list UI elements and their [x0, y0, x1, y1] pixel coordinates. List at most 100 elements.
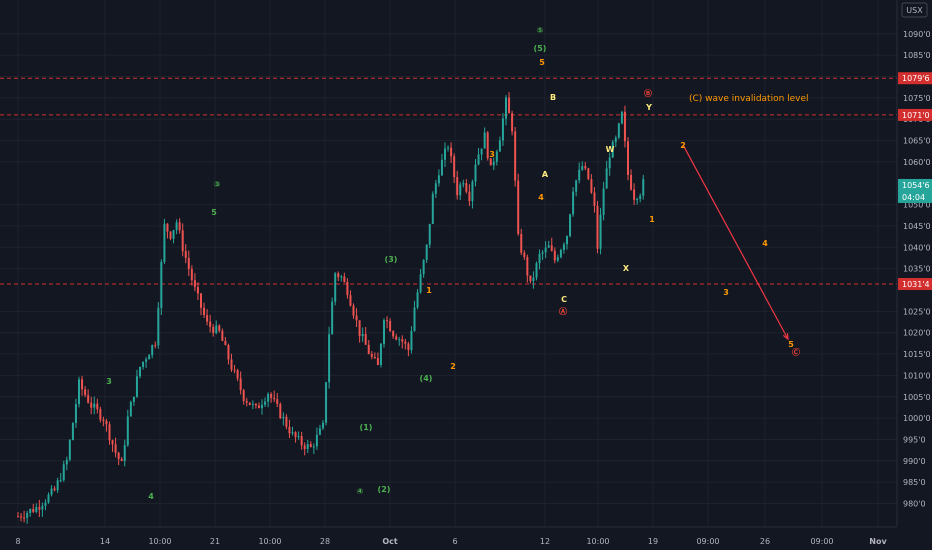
candle-body — [178, 222, 181, 231]
candle-body — [26, 512, 29, 518]
candle-body — [440, 159, 443, 176]
candle — [556, 254, 559, 263]
candle-body — [84, 389, 87, 396]
candle-body — [239, 378, 242, 391]
candle — [20, 513, 23, 522]
candles[interactable] — [17, 92, 645, 524]
level-lines[interactable] — [0, 77, 897, 285]
candle-body — [608, 157, 611, 169]
candle-body — [288, 426, 291, 434]
candle-body — [639, 195, 642, 200]
candle — [386, 316, 389, 329]
candle — [227, 343, 230, 365]
candle-body — [135, 376, 138, 397]
grid-lines — [0, 0, 897, 527]
candle-body — [331, 301, 334, 335]
price-tick-label: 1010'0 — [903, 371, 931, 380]
candle-body — [508, 97, 511, 114]
candle-body — [126, 416, 129, 446]
currency-badge[interactable]: USX — [901, 2, 928, 18]
candle-body — [361, 334, 364, 337]
candle — [154, 341, 157, 349]
candle — [636, 197, 639, 205]
price-axis-background — [897, 0, 932, 550]
candle-body — [453, 156, 456, 178]
candle-body — [175, 222, 178, 231]
candle — [340, 274, 343, 282]
candle — [434, 179, 437, 198]
candle — [444, 142, 446, 167]
candle — [209, 314, 212, 333]
candle-body — [569, 214, 572, 237]
candle-body — [230, 359, 233, 370]
candle-body — [261, 404, 263, 409]
candle — [337, 271, 340, 282]
current-price-countdown: 04:04 — [902, 193, 925, 202]
candle-body — [535, 263, 538, 278]
candle-body — [358, 320, 361, 337]
candle — [193, 273, 196, 292]
candle-body — [254, 403, 257, 406]
candle — [102, 416, 105, 427]
candle — [221, 328, 224, 342]
candle — [419, 268, 422, 294]
candle-body — [620, 111, 623, 124]
wave-label: 1 — [426, 286, 432, 295]
candle — [608, 152, 611, 176]
candle-body — [315, 434, 318, 447]
candle-body — [605, 168, 608, 189]
candle — [148, 353, 151, 360]
candle — [364, 327, 367, 345]
candle — [505, 95, 507, 126]
candle-body — [81, 379, 84, 390]
candle — [596, 200, 599, 254]
candle — [602, 181, 605, 221]
candle-body — [169, 231, 172, 239]
candle — [395, 333, 398, 341]
candle — [32, 503, 35, 514]
candle — [474, 159, 477, 187]
candle-body — [450, 147, 453, 157]
candle — [511, 110, 514, 136]
time-tick-label: 12 — [540, 537, 550, 546]
candle-body — [572, 191, 575, 215]
price-tick-label: 1045'0 — [903, 222, 931, 231]
wave-label: 1 — [649, 215, 655, 224]
candle-body — [337, 273, 340, 278]
wave-label: (5) — [534, 44, 547, 53]
candle — [196, 282, 199, 300]
candle-body — [376, 357, 379, 365]
price-tick-label: 985'0 — [903, 478, 926, 487]
candle — [514, 127, 517, 187]
candle — [562, 242, 565, 254]
time-tick-label: 10:00 — [258, 537, 281, 546]
wave-label: 2 — [450, 362, 456, 371]
candle — [38, 499, 41, 517]
candle — [456, 170, 459, 200]
candle-body — [486, 132, 489, 159]
candle-body — [29, 509, 32, 513]
candle-body — [300, 436, 303, 446]
time-axis[interactable]: 8 14 10:00 21 10:00 28 Oct 6 12 10:00 19 09:00 26 09:… — [15, 537, 887, 546]
candle-body — [343, 276, 346, 282]
candle-body — [538, 253, 541, 264]
candle — [172, 229, 175, 244]
candle-body — [74, 404, 77, 423]
candle — [233, 364, 236, 374]
candle — [282, 412, 285, 426]
candle-body — [498, 140, 501, 152]
candle — [343, 272, 346, 283]
candle-body — [346, 281, 349, 296]
time-tick-label: Nov — [869, 537, 887, 546]
candle — [212, 324, 215, 337]
candle-body — [264, 401, 267, 405]
candle — [68, 438, 71, 462]
candle — [163, 218, 166, 264]
candle — [623, 105, 626, 148]
candle — [569, 213, 572, 238]
candle — [160, 259, 163, 315]
candle — [257, 402, 260, 409]
candle — [35, 503, 38, 514]
candle — [175, 219, 178, 235]
